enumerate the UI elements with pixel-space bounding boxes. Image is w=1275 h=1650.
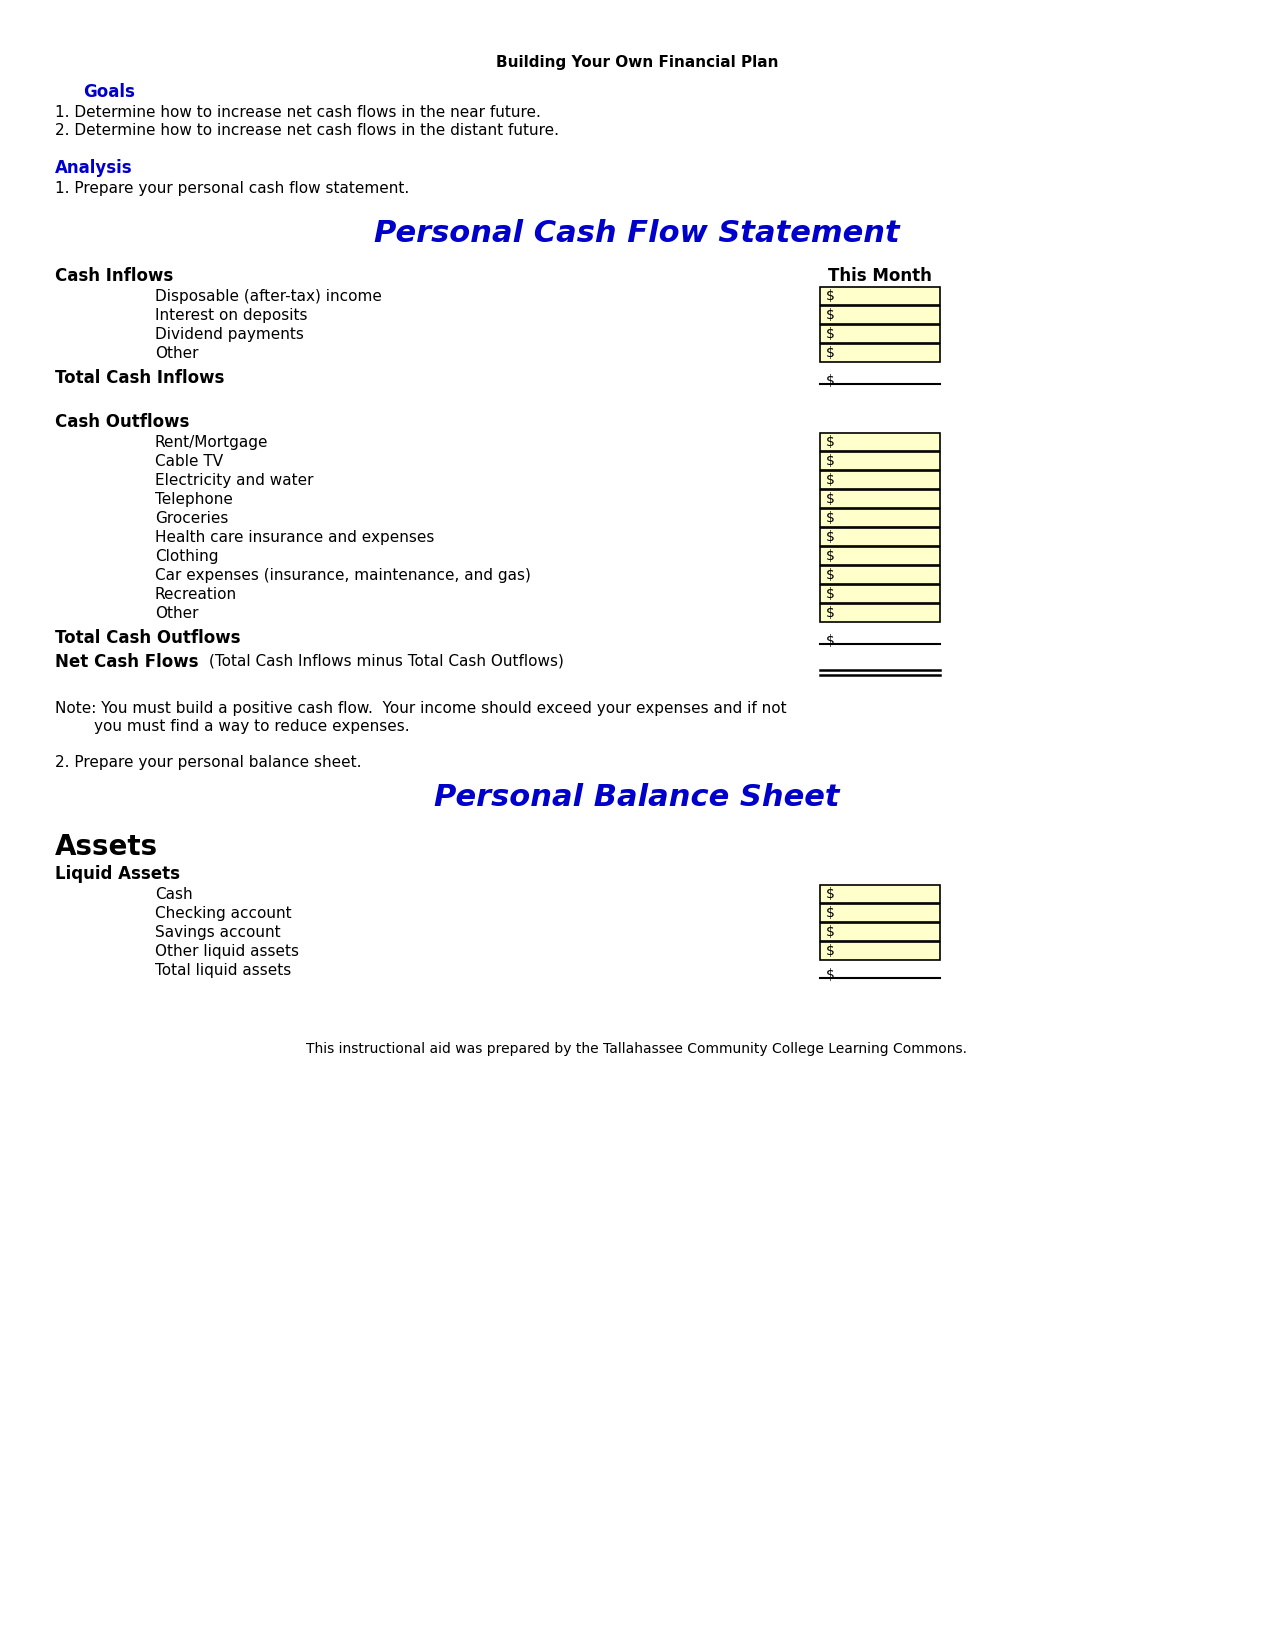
Text: $: $ [826, 888, 835, 901]
Text: $: $ [826, 926, 835, 939]
Text: Net Cash Flows: Net Cash Flows [55, 653, 199, 672]
Text: $: $ [826, 454, 835, 469]
Text: Rent/Mortgage: Rent/Mortgage [156, 436, 269, 450]
Text: $: $ [826, 568, 835, 582]
Text: Savings account: Savings account [156, 926, 280, 940]
Text: $: $ [826, 309, 835, 322]
Text: Cable TV: Cable TV [156, 454, 223, 469]
FancyBboxPatch shape [820, 604, 940, 622]
Text: $: $ [826, 530, 835, 544]
Text: Cash Outflows: Cash Outflows [55, 412, 190, 431]
Text: 1. Determine how to increase net cash flows in the near future.: 1. Determine how to increase net cash fl… [55, 106, 541, 120]
Text: Analysis: Analysis [55, 158, 133, 177]
Text: This instructional aid was prepared by the Tallahassee Community College Learnin: This instructional aid was prepared by t… [306, 1043, 968, 1056]
Text: Dividend payments: Dividend payments [156, 327, 303, 342]
Text: Car expenses (insurance, maintenance, and gas): Car expenses (insurance, maintenance, an… [156, 568, 530, 582]
Text: Liquid Assets: Liquid Assets [55, 865, 180, 883]
Text: 2. Determine how to increase net cash flows in the distant future.: 2. Determine how to increase net cash fl… [55, 124, 558, 139]
Text: 2. Prepare your personal balance sheet.: 2. Prepare your personal balance sheet. [55, 756, 362, 771]
Text: Personal Balance Sheet: Personal Balance Sheet [435, 784, 840, 812]
Text: $: $ [826, 474, 835, 487]
Text: Interest on deposits: Interest on deposits [156, 309, 307, 323]
Text: Clothing: Clothing [156, 549, 218, 564]
Text: $: $ [826, 512, 835, 525]
FancyBboxPatch shape [820, 305, 940, 323]
Text: $: $ [826, 436, 835, 449]
Text: (Total Cash Inflows minus Total Cash Outflows): (Total Cash Inflows minus Total Cash Out… [170, 653, 564, 668]
Text: Building Your Own Financial Plan: Building Your Own Financial Plan [496, 54, 778, 69]
Text: $: $ [826, 375, 835, 388]
Text: $: $ [826, 346, 835, 360]
FancyBboxPatch shape [820, 325, 940, 343]
FancyBboxPatch shape [820, 287, 940, 305]
Text: $: $ [826, 969, 835, 982]
Text: Checking account: Checking account [156, 906, 292, 921]
Text: Telephone: Telephone [156, 492, 233, 507]
Text: $: $ [826, 289, 835, 304]
Text: Assets: Assets [55, 833, 158, 861]
FancyBboxPatch shape [820, 470, 940, 488]
Text: Total Cash Outflows: Total Cash Outflows [55, 629, 241, 647]
FancyBboxPatch shape [820, 452, 940, 470]
Text: 1. Prepare your personal cash flow statement.: 1. Prepare your personal cash flow state… [55, 182, 409, 196]
Text: Personal Cash Flow Statement: Personal Cash Flow Statement [374, 219, 900, 248]
Text: $: $ [826, 634, 835, 648]
Text: you must find a way to reduce expenses.: you must find a way to reduce expenses. [55, 719, 409, 734]
Text: Health care insurance and expenses: Health care insurance and expenses [156, 530, 435, 544]
Text: Cash Inflows: Cash Inflows [55, 267, 173, 285]
FancyBboxPatch shape [820, 528, 940, 546]
FancyBboxPatch shape [820, 922, 940, 940]
Text: $: $ [826, 906, 835, 921]
Text: Other: Other [156, 606, 199, 620]
FancyBboxPatch shape [820, 343, 940, 361]
Text: Note: You must build a positive cash flow.  Your income should exceed your expen: Note: You must build a positive cash flo… [55, 701, 787, 716]
Text: Other: Other [156, 346, 199, 361]
Text: Disposable (after-tax) income: Disposable (after-tax) income [156, 289, 382, 304]
Text: Electricity and water: Electricity and water [156, 474, 314, 488]
Text: Cash: Cash [156, 888, 193, 903]
FancyBboxPatch shape [820, 508, 940, 526]
FancyBboxPatch shape [820, 566, 940, 584]
FancyBboxPatch shape [820, 884, 940, 903]
FancyBboxPatch shape [820, 432, 940, 450]
Text: Groceries: Groceries [156, 512, 228, 526]
Text: This Month: This Month [827, 267, 932, 285]
Text: Goals: Goals [83, 82, 135, 101]
FancyBboxPatch shape [820, 490, 940, 508]
FancyBboxPatch shape [820, 548, 940, 564]
Text: $: $ [826, 327, 835, 342]
FancyBboxPatch shape [820, 942, 940, 960]
FancyBboxPatch shape [820, 586, 940, 602]
Text: $: $ [826, 606, 835, 620]
Text: Total Cash Inflows: Total Cash Inflows [55, 370, 224, 388]
Text: Recreation: Recreation [156, 587, 237, 602]
Text: Total liquid assets: Total liquid assets [156, 964, 291, 978]
Text: Other liquid assets: Other liquid assets [156, 944, 300, 959]
Text: $: $ [826, 549, 835, 563]
Text: $: $ [826, 492, 835, 507]
FancyBboxPatch shape [820, 904, 940, 922]
Text: $: $ [826, 587, 835, 601]
Text: $: $ [826, 944, 835, 959]
